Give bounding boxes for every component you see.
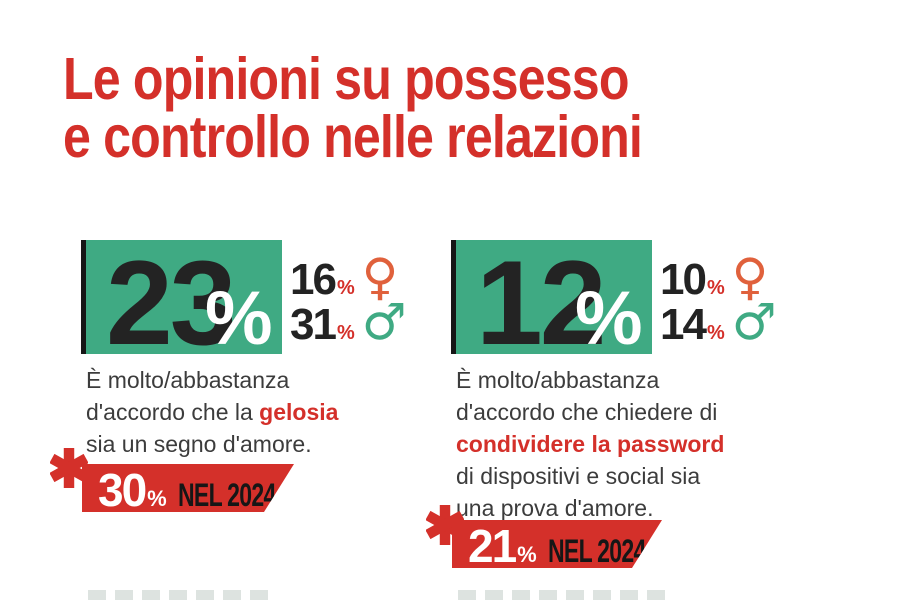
statement-line: d'accordo che chiedere di: [456, 399, 718, 425]
statement-line: di dispositivi e social sia: [456, 463, 701, 489]
male-percent-sign: %: [706, 322, 725, 344]
banner-label: NEL 2024: [177, 477, 276, 513]
cutoff-row-marks: [88, 590, 270, 600]
statement-line: È molto/abbastanza: [86, 367, 290, 393]
stat-card-gelosia: 23 % 16 % ♀ 31 % ♂ È molto/abbastanza d'…: [40, 0, 440, 600]
female-symbol-icon: ♀: [731, 248, 769, 306]
statement-line: condividere la password: [456, 428, 724, 460]
banner-percent-sign: %: [517, 542, 537, 567]
banner-value: 21: [468, 520, 516, 572]
cutoff-row-marks: [458, 590, 668, 600]
gender-breakdown: 16 % ♀ 31 % ♂: [290, 252, 407, 347]
female-value: 10: [660, 255, 707, 304]
gender-breakdown: 10 % ♀ 14 % ♂: [660, 252, 777, 347]
year-2024-banner: 21 % NEL 2024: [452, 520, 662, 568]
statement-line: una prova d'amore.: [456, 495, 654, 521]
total-value: 23: [106, 236, 236, 370]
male-value: 31: [290, 300, 337, 349]
statement-text: È molto/abbastanza d'accordo che chieder…: [456, 364, 724, 524]
highlighted-phrase: condividere la password: [456, 431, 725, 457]
statement-line: È molto/abbastanza: [456, 367, 660, 393]
male-symbol-icon: ♂: [361, 293, 407, 351]
female-percent-sign: %: [336, 277, 355, 299]
banner-percent-sign: %: [147, 486, 167, 511]
title-line-1: Le opinioni su possesso: [63, 46, 629, 112]
male-value: 14: [660, 300, 707, 349]
title-line-2: e controllo nelle relazioni: [63, 104, 643, 170]
female-stat-row: 16 % ♀: [290, 252, 407, 302]
statement-text: È molto/abbastanza d'accordo che la gelo…: [86, 364, 338, 460]
male-percent-sign: %: [336, 322, 355, 344]
total-percent-sign: %: [205, 276, 273, 361]
total-percent-sign: %: [575, 276, 643, 361]
female-symbol-icon: ♀: [361, 248, 399, 306]
male-symbol-icon: ♂: [731, 293, 777, 351]
total-stat-box: 23 %: [81, 240, 282, 363]
male-stat-row: 14 % ♂: [660, 297, 777, 347]
female-percent-sign: %: [706, 277, 725, 299]
statement-line: d'accordo che la gelosia: [86, 399, 339, 425]
asterisk-icon: [50, 446, 88, 490]
female-stat-row: 10 % ♀: [660, 252, 777, 302]
total-value: 12: [476, 236, 606, 370]
banner-label: NEL 2024: [547, 533, 646, 569]
page-title: Le opinioni su possesso e controllo nelle…: [63, 50, 643, 167]
statement-line: sia un segno d'amore.: [86, 431, 312, 457]
highlighted-phrase: gelosia: [259, 399, 339, 425]
stat-card-password: 12 % 10 % ♀ 14 % ♂ È molto/abbastanza d'…: [410, 0, 810, 600]
banner-value: 30: [98, 464, 146, 516]
total-stat-box: 12 %: [451, 240, 652, 363]
male-stat-row: 31 % ♂: [290, 297, 407, 347]
female-value: 16: [290, 255, 337, 304]
year-2024-banner: 30 % NEL 2024: [82, 464, 294, 512]
